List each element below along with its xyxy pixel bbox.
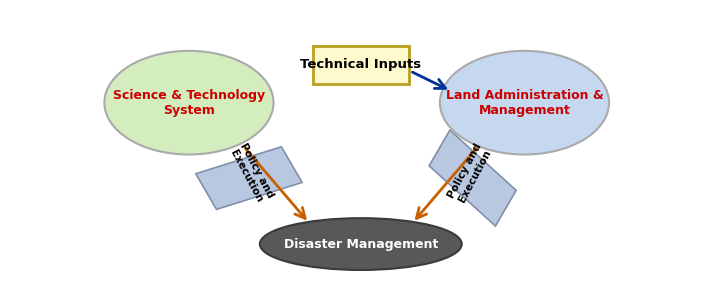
Polygon shape <box>196 147 302 209</box>
Text: Land Administration &
Management: Land Administration & Management <box>446 89 603 117</box>
Ellipse shape <box>260 218 462 270</box>
Polygon shape <box>429 130 516 226</box>
Text: Policy and
Execution: Policy and Execution <box>446 141 494 205</box>
Text: Policy and
Execution: Policy and Execution <box>228 141 275 205</box>
Ellipse shape <box>104 51 273 155</box>
Text: Technical Inputs: Technical Inputs <box>300 58 422 72</box>
Ellipse shape <box>440 51 609 155</box>
FancyBboxPatch shape <box>313 46 408 84</box>
Text: Science & Technology
System: Science & Technology System <box>113 89 265 117</box>
Text: Disaster Management: Disaster Management <box>284 237 438 251</box>
